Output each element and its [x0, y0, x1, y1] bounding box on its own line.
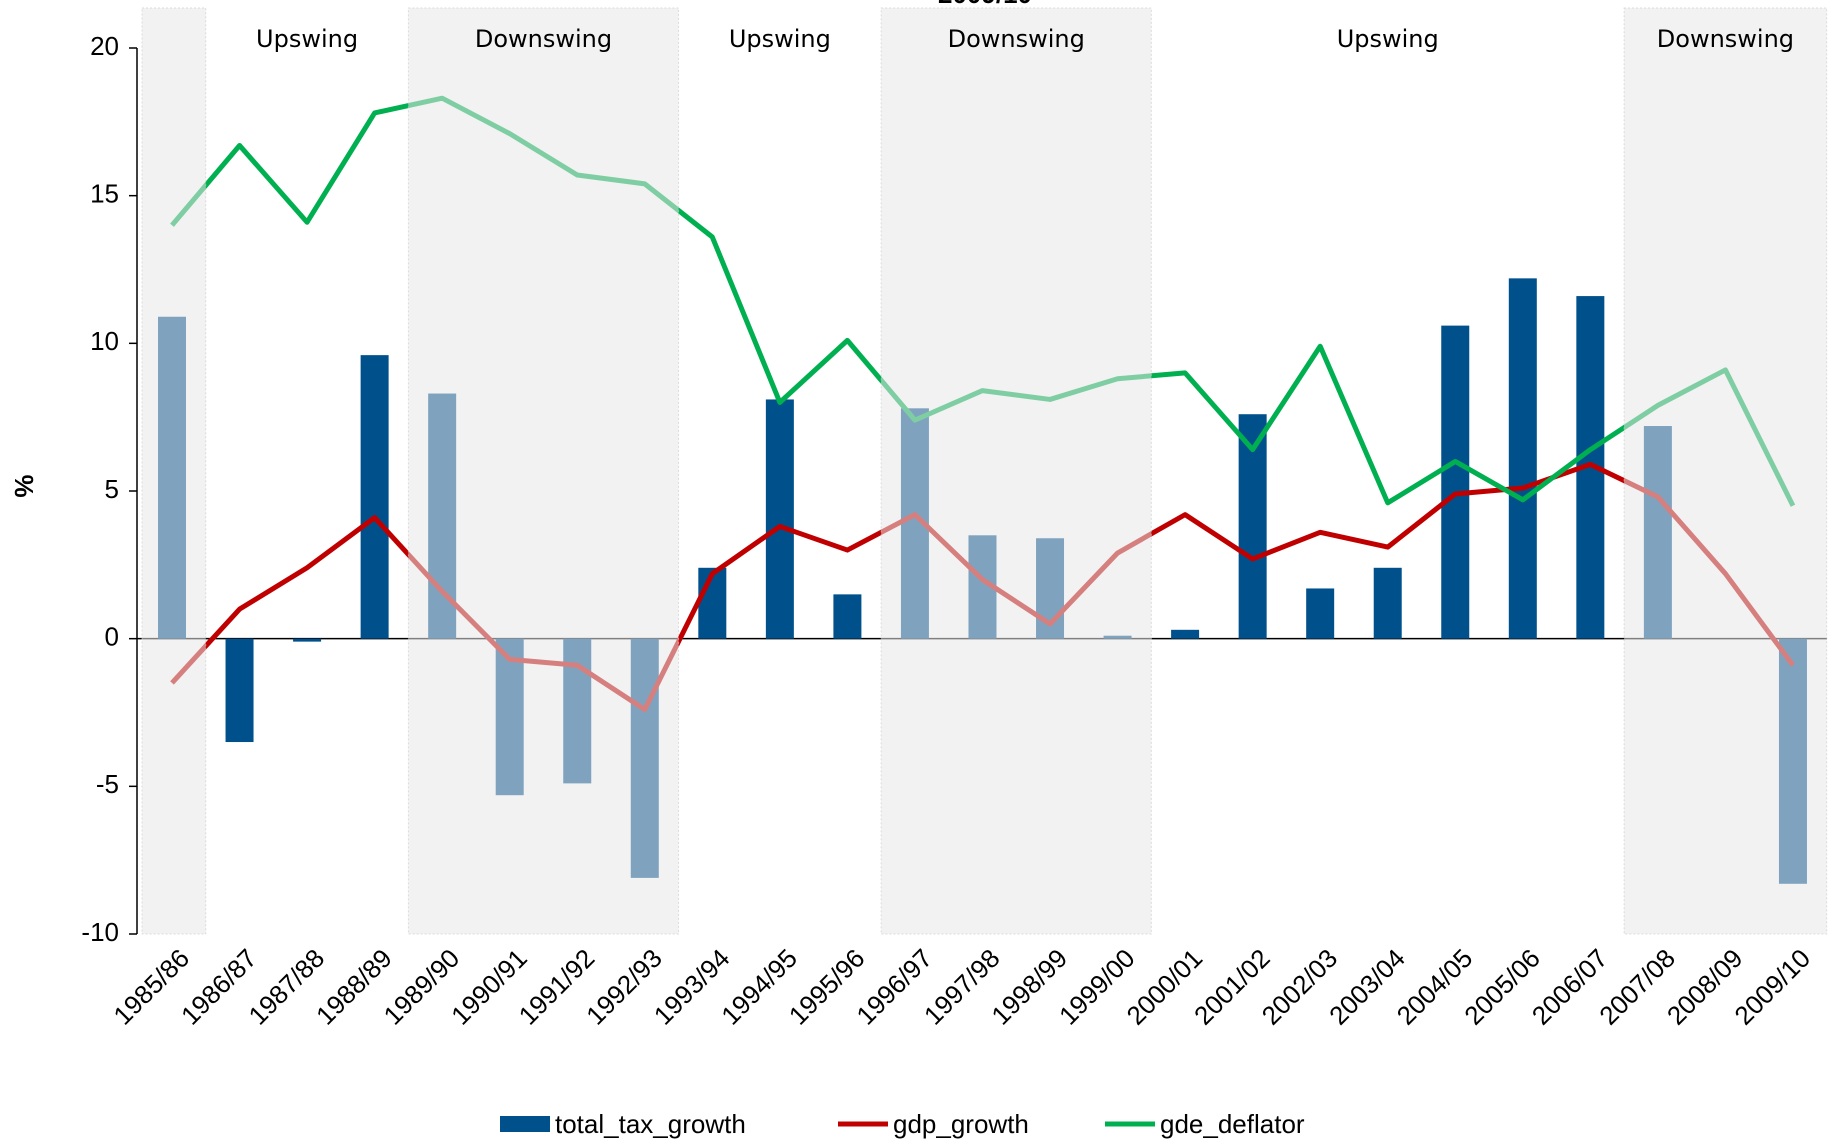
chart-title: 2009/10: [938, 0, 1032, 9]
phase-shade: [407, 7, 680, 935]
legend-label: gdp_growth: [893, 1109, 1029, 1139]
bar: [225, 638, 254, 743]
legend-label: total_tax_growth: [555, 1109, 746, 1139]
phase-label: Downswing: [475, 25, 612, 53]
bar: [765, 399, 794, 639]
y-axis-label: %: [9, 474, 39, 497]
bar: [360, 355, 389, 639]
phase-shade: [880, 7, 1152, 935]
bar: [1373, 567, 1402, 639]
phase-label: Upswing: [729, 25, 831, 53]
phase-label: Downswing: [1657, 25, 1794, 53]
y-tick-label: -5: [96, 769, 119, 799]
y-tick-label: 10: [90, 326, 119, 356]
bar: [1306, 588, 1335, 639]
x-tick-label: 2009/10: [1728, 943, 1816, 1031]
bar: [293, 638, 322, 642]
legend-swatch: [500, 1116, 550, 1132]
y-tick-label: 20: [90, 31, 119, 61]
y-tick-label: 5: [105, 474, 119, 504]
bar: [833, 594, 862, 639]
legend-label: gde_deflator: [1160, 1109, 1305, 1139]
phase-label: Upswing: [256, 25, 358, 53]
bar: [698, 567, 727, 639]
bar: [1441, 325, 1470, 639]
phase-label: Downswing: [948, 25, 1085, 53]
y-tick-label: 15: [90, 179, 119, 209]
phase-shade: [1623, 7, 1828, 935]
y-tick-label: 0: [105, 622, 119, 652]
bar: [1508, 278, 1537, 639]
bar: [1171, 629, 1200, 639]
y-tick-label: -10: [81, 917, 119, 947]
phase-label: Upswing: [1337, 25, 1439, 53]
phase-shade: [141, 7, 207, 935]
